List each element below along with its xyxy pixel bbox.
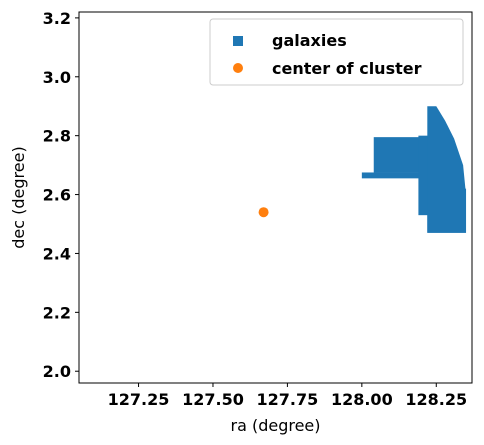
legend-marker-center-of-cluster <box>233 63 243 73</box>
y-axis: 2.0 2.2 2.4 2.6 2.8 3.0 3.2 <box>43 9 79 381</box>
plot-area <box>258 106 467 233</box>
y-axis-label: dec (degree) <box>9 146 28 248</box>
y-tick-label: 2.6 <box>43 186 71 205</box>
x-tick-label: 127.75 <box>257 390 319 409</box>
y-tick-label: 2.4 <box>43 244 71 263</box>
y-tick-label: 2.2 <box>43 303 71 322</box>
x-axis-label: ra (degree) <box>230 416 320 435</box>
legend-label-center-of-cluster: center of cluster <box>272 59 422 78</box>
x-tick-label: 127.50 <box>182 390 244 409</box>
y-tick-label: 3.0 <box>43 68 71 87</box>
x-tick-label: 127.25 <box>108 390 170 409</box>
y-tick-label: 3.2 <box>43 9 71 28</box>
y-tick-label: 2.8 <box>43 127 71 146</box>
galaxies-region-0 <box>361 172 431 179</box>
x-tick-label: 128.25 <box>405 390 467 409</box>
legend-marker-galaxies <box>233 36 243 46</box>
center-of-cluster-point-0 <box>258 207 269 218</box>
x-tick-label: 128.00 <box>331 390 393 409</box>
galaxies-cluster-shape <box>427 106 466 233</box>
axes-frame <box>78 11 473 384</box>
y-tick-label: 2.0 <box>43 362 71 381</box>
legend: galaxies center of cluster <box>209 18 464 86</box>
x-axis: 127.25 127.50 127.75 128.00 128.25 <box>108 383 467 409</box>
legend-label-galaxies: galaxies <box>272 31 347 50</box>
legend-frame <box>209 18 464 86</box>
